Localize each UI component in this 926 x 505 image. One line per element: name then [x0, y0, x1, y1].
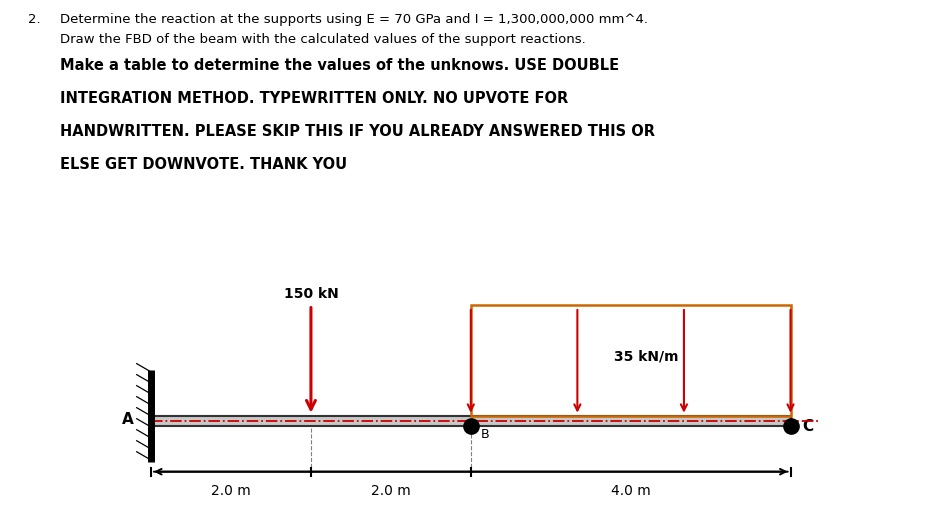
- Text: C: C: [803, 419, 814, 433]
- Text: 35 kN/m: 35 kN/m: [614, 349, 679, 363]
- Text: Draw the FBD of the beam with the calculated values of the support reactions.: Draw the FBD of the beam with the calcul…: [60, 33, 586, 46]
- Bar: [151, 416, 791, 426]
- Text: HANDWRITTEN. PLEASE SKIP THIS IF YOU ALREADY ANSWERED THIS OR: HANDWRITTEN. PLEASE SKIP THIS IF YOU ALR…: [60, 124, 656, 139]
- Bar: [470, 305, 791, 416]
- Text: Make a table to determine the values of the unknows. USE DOUBLE: Make a table to determine the values of …: [60, 58, 619, 73]
- Text: 150 kN: 150 kN: [283, 286, 338, 300]
- Text: 2.0 m: 2.0 m: [371, 483, 411, 497]
- Text: INTEGRATION METHOD. TYPEWRITTEN ONLY. NO UPVOTE FOR: INTEGRATION METHOD. TYPEWRITTEN ONLY. NO…: [60, 91, 569, 106]
- Text: 2.0 m: 2.0 m: [211, 483, 251, 497]
- Text: Determine the reaction at the supports using E = 70 GPa and I = 1,300,000,000 mm: Determine the reaction at the supports u…: [60, 13, 648, 26]
- Text: ELSE GET DOWNVOTE. THANK YOU: ELSE GET DOWNVOTE. THANK YOU: [60, 157, 347, 172]
- Text: 4.0 m: 4.0 m: [611, 483, 651, 497]
- Text: 2.: 2.: [28, 13, 41, 26]
- Text: B: B: [481, 427, 489, 440]
- Text: A: A: [121, 412, 133, 426]
